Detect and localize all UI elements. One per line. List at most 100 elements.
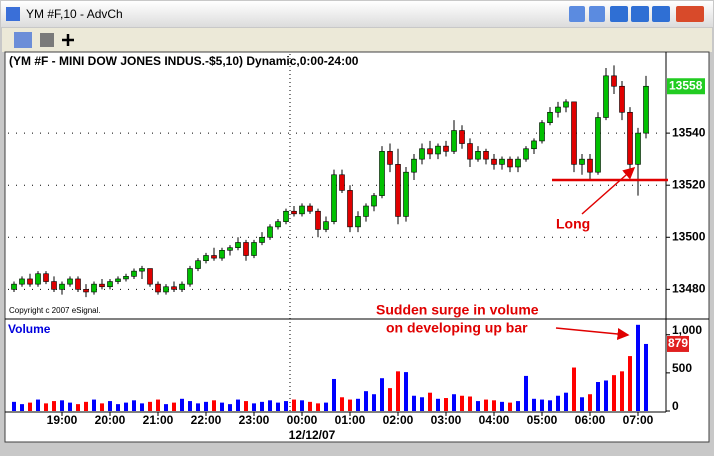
volume-bar bbox=[324, 402, 328, 411]
x-tick-label: 22:00 bbox=[191, 413, 222, 427]
volume-bar bbox=[524, 375, 528, 411]
surge-label: on developing up bar bbox=[386, 320, 528, 336]
volume-bar bbox=[532, 398, 536, 411]
candle-body bbox=[339, 174, 345, 191]
last-volume-label: 879 bbox=[668, 336, 688, 350]
candle-body bbox=[91, 283, 97, 293]
candle-body bbox=[315, 210, 321, 230]
candle-body bbox=[259, 236, 265, 243]
candle-body bbox=[107, 281, 113, 288]
candle-body bbox=[395, 164, 401, 217]
candle-body bbox=[219, 249, 225, 259]
volume-bar bbox=[348, 399, 352, 411]
minimize-button[interactable] bbox=[631, 6, 649, 22]
volume-bar bbox=[516, 401, 520, 411]
candle-body bbox=[131, 270, 137, 277]
volume-bar bbox=[412, 395, 416, 411]
candle-body bbox=[123, 276, 129, 280]
volume-bar bbox=[36, 399, 40, 411]
candle-body bbox=[435, 145, 441, 155]
volume-bar bbox=[388, 388, 392, 411]
volume-bar bbox=[356, 398, 360, 411]
x-tick-label: 02:00 bbox=[383, 413, 414, 427]
volume-bar bbox=[548, 400, 552, 411]
x-tick-label: 21:00 bbox=[143, 413, 174, 427]
long-label: Long bbox=[556, 216, 590, 232]
volume-bar bbox=[156, 399, 160, 411]
volume-bar bbox=[340, 397, 344, 411]
candle-body bbox=[59, 283, 65, 290]
candle-body bbox=[203, 255, 209, 262]
volume-bar bbox=[500, 401, 504, 411]
candle-body bbox=[515, 158, 521, 168]
candle-body bbox=[411, 158, 417, 173]
x-tick-label: 20:00 bbox=[95, 413, 126, 427]
properties-tool[interactable] bbox=[40, 33, 54, 47]
candle-body bbox=[539, 122, 545, 142]
volume-bar bbox=[444, 398, 448, 411]
candle-body bbox=[139, 268, 145, 272]
volume-bar bbox=[572, 367, 576, 411]
volume-bar bbox=[252, 403, 256, 411]
y-tick-label: 500 bbox=[672, 361, 692, 375]
volume-bar bbox=[12, 401, 16, 411]
x-tick-label: 01:00 bbox=[335, 413, 366, 427]
volume-bar bbox=[188, 401, 192, 411]
candle-body bbox=[67, 278, 73, 285]
volume-bar bbox=[260, 401, 264, 411]
volume-bar bbox=[420, 397, 424, 411]
last-price-label: 13558 bbox=[669, 78, 703, 92]
volume-bar bbox=[44, 403, 48, 411]
maximize-button[interactable] bbox=[652, 6, 670, 22]
volume-bar bbox=[116, 404, 120, 411]
volume-bar bbox=[484, 399, 488, 411]
add-tool[interactable] bbox=[62, 34, 74, 46]
candle-body bbox=[275, 221, 281, 228]
candle-body bbox=[387, 151, 393, 165]
volume-bar bbox=[636, 324, 640, 411]
last-volume-box bbox=[667, 335, 689, 352]
x-tick-label: 00:00 bbox=[287, 413, 318, 427]
volume-bar bbox=[372, 394, 376, 411]
candle-body bbox=[483, 151, 489, 160]
volume-bar bbox=[300, 400, 304, 411]
candle-body bbox=[371, 195, 377, 207]
candle-body bbox=[115, 278, 121, 282]
volume-bar bbox=[396, 371, 400, 411]
volume-bar bbox=[180, 398, 184, 411]
volume-bar bbox=[508, 402, 512, 411]
surge-arrow bbox=[555, 327, 630, 340]
chart-area bbox=[4, 51, 710, 443]
volume-bar bbox=[596, 382, 600, 411]
dx-button[interactable] bbox=[589, 6, 605, 22]
candle-body bbox=[587, 158, 593, 173]
volume-bar bbox=[332, 378, 336, 411]
toolbar bbox=[2, 28, 712, 52]
candle-body bbox=[171, 286, 177, 290]
x-tick-label: 19:00 bbox=[47, 413, 78, 427]
candle-body bbox=[379, 151, 385, 196]
link-tool[interactable] bbox=[14, 32, 32, 48]
candle-body bbox=[467, 143, 473, 160]
candle-body bbox=[243, 242, 249, 256]
volume-bar bbox=[436, 398, 440, 411]
y-tick-label: 13520 bbox=[672, 177, 706, 191]
volume-bar bbox=[644, 343, 648, 411]
y-tick-label: 0 bbox=[672, 399, 679, 413]
candle-body bbox=[555, 106, 561, 113]
candle-body bbox=[235, 242, 241, 248]
candle-body bbox=[195, 260, 201, 269]
candle-body bbox=[299, 205, 305, 215]
candle-body bbox=[267, 226, 273, 238]
date-label: 12/12/07 bbox=[289, 428, 336, 442]
candle-body bbox=[475, 151, 481, 160]
sx-button[interactable] bbox=[569, 6, 585, 22]
close-button[interactable] bbox=[676, 6, 704, 22]
volume-bar bbox=[108, 401, 112, 411]
volume-bar bbox=[84, 401, 88, 411]
copyright: Copyright c 2007 eSignal. bbox=[9, 306, 101, 315]
candle-body bbox=[563, 101, 569, 108]
link-button[interactable] bbox=[610, 6, 628, 22]
volume-bar bbox=[196, 403, 200, 411]
